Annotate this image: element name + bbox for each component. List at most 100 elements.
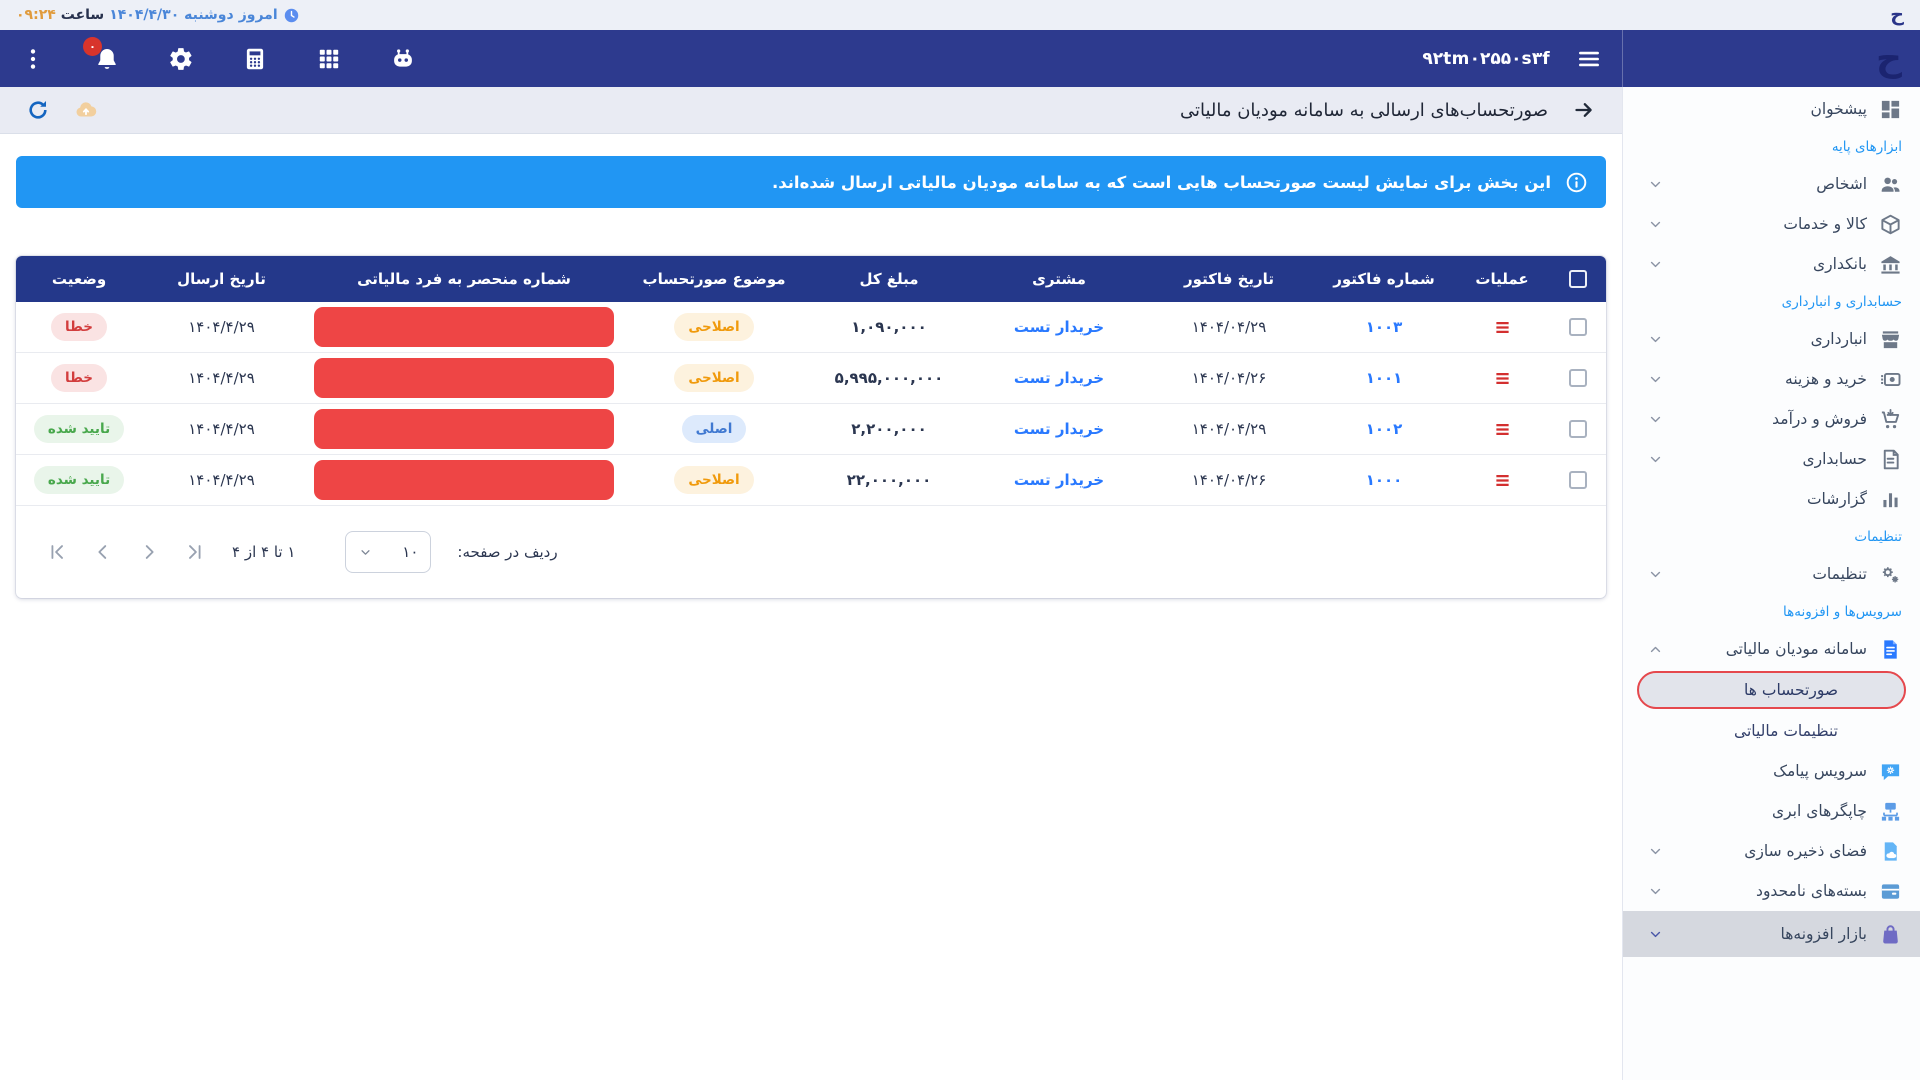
row-actions-menu-icon[interactable]: [1492, 470, 1513, 491]
last-page-button[interactable]: [184, 541, 206, 563]
notifications-button[interactable]: ۰: [83, 36, 124, 76]
next-page-button[interactable]: [138, 541, 160, 563]
total-amount: ۲۲,۰۰۰,۰۰۰: [846, 471, 932, 489]
sidebar-item[interactable]: گزارشات: [1623, 479, 1920, 519]
row-checkbox[interactable]: [1569, 369, 1587, 387]
table-row: ۱۰۰۲ ۱۴۰۴/۰۴/۲۹ خریدار تست ۲,۲۰۰,۰۰۰ اصلی ۱۴۰…: [16, 404, 1606, 455]
sidebar-item[interactable]: چاپگرهای ابری: [1623, 791, 1920, 831]
invoice-number-link[interactable]: ۱۰۰۳: [1365, 318, 1403, 336]
current-datetime: امروز دوشنبه ۱۴۰۴/۴/۳۰ ساعت ۰۹:۲۴: [16, 7, 300, 24]
sidebar-item[interactable]: تنظیمات: [1623, 554, 1920, 594]
dashboard-icon: [1879, 98, 1902, 121]
previous-page-button[interactable]: [92, 541, 114, 563]
sidebar-item-label: سامانه مودیان مالیاتی: [1725, 640, 1867, 658]
send-date: ۱۴۰۴/۴/۲۹: [188, 471, 255, 489]
cart-icon: [1879, 408, 1902, 431]
invoice-subject-badge: اصلی: [681, 414, 747, 444]
refresh-icon[interactable]: [26, 98, 50, 122]
invoice-number-link[interactable]: ۱۰۰۲: [1365, 420, 1403, 438]
invoice-subject-badge: اصلاحی: [674, 312, 754, 342]
row-checkbox[interactable]: [1569, 471, 1587, 489]
assistant-button[interactable]: [386, 42, 420, 76]
invoice-number-link[interactable]: ۱۰۰۰: [1365, 471, 1403, 489]
row-actions-menu-icon[interactable]: [1492, 419, 1513, 440]
sidebar-subitem[interactable]: تنظیمات مالیاتی: [1623, 711, 1920, 751]
sidebar-item[interactable]: فروش و درآمد: [1623, 399, 1920, 439]
cloud-file-icon: [1879, 840, 1902, 863]
more-options-button[interactable]: [16, 42, 50, 76]
sidebar-subitem[interactable]: صورتحساب ها: [1637, 671, 1906, 709]
sidebar-item-label: خرید و هزینه: [1785, 370, 1867, 388]
column-header: مشتری: [1032, 270, 1086, 288]
row-checkbox[interactable]: [1569, 420, 1587, 438]
first-page-button[interactable]: [46, 541, 68, 563]
box-icon: [1879, 213, 1902, 236]
status-badge: خطا: [51, 312, 107, 342]
tax-doc-icon: [1879, 638, 1902, 661]
sidebar-item-label: حسابداری: [1802, 450, 1867, 468]
sidebar-item[interactable]: خرید و هزینه: [1623, 359, 1920, 399]
column-header: تاریخ ارسال: [177, 270, 266, 288]
sidebar-item[interactable]: اشخاص: [1623, 164, 1920, 204]
table-row: ۱۰۰۰ ۱۴۰۴/۰۴/۲۶ خریدار تست ۲۲,۰۰۰,۰۰۰ اصلاحی…: [16, 455, 1606, 506]
settings-button[interactable]: [164, 42, 198, 76]
dots-vertical-icon: [20, 46, 46, 72]
navbar-icon-group: ۰: [16, 36, 426, 76]
brand-logo: ح: [1876, 37, 1902, 79]
page-header-bar: صورتحساب‌های ارسالی به سامانه مودیان مال…: [0, 87, 1622, 134]
sidebar-item[interactable]: پیشخوان: [1623, 89, 1920, 129]
info-icon: [1565, 171, 1588, 194]
select-all-checkbox[interactable]: [1569, 270, 1587, 288]
current-time: ۰۹:۲۴: [16, 7, 56, 23]
notification-badge: ۰: [83, 36, 102, 56]
calculator-button[interactable]: [238, 42, 272, 76]
sidebar-item[interactable]: بازار افزونه‌ها: [1623, 911, 1920, 957]
sidebar-item-label: سرویس پیامک: [1773, 762, 1867, 780]
customer-link[interactable]: خریدار تست: [1013, 318, 1105, 336]
sidebar-item[interactable]: سرویس پیامک: [1623, 751, 1920, 791]
invoice-subject-badge: اصلاحی: [674, 363, 754, 393]
info-banner-text: این بخش برای نمایش لیست صورتحساب هایی اس…: [771, 172, 1551, 192]
total-amount: ۲,۲۰۰,۰۰۰: [851, 420, 927, 438]
row-checkbox[interactable]: [1569, 318, 1587, 336]
brand-logo-small: ح: [1890, 3, 1904, 26]
apps-button[interactable]: [312, 42, 346, 76]
sidebar-item-label: فضای ذخیره سازی: [1744, 842, 1867, 860]
rows-per-page-select[interactable]: ۱۰: [345, 531, 432, 573]
back-arrow-icon[interactable]: [1572, 98, 1596, 122]
sidebar-item[interactable]: حسابداری: [1623, 439, 1920, 479]
sidebar-item-label: پیشخوان: [1810, 100, 1867, 118]
sidebar-item[interactable]: فضای ذخیره سازی: [1623, 831, 1920, 871]
chevron-down-icon: [1647, 371, 1664, 388]
customer-link[interactable]: خریدار تست: [1013, 471, 1105, 489]
gear-icon: [168, 46, 194, 72]
sidebar-item[interactable]: بانکداری: [1623, 244, 1920, 284]
sidebar-item[interactable]: بسته‌های نامحدود: [1623, 871, 1920, 911]
tax-uid-redacted-block: [314, 358, 614, 398]
rows-per-page-value: ۱۰: [402, 543, 419, 561]
invoice-number-link[interactable]: ۱۰۰۱: [1365, 369, 1403, 387]
sidebar-item[interactable]: انبارداری: [1623, 319, 1920, 359]
workspace-id[interactable]: ۹۲tm۰۲۵۵۰s۳f: [1422, 48, 1550, 69]
table-row: ۱۰۰۱ ۱۴۰۴/۰۴/۲۶ خریدار تست ۵,۹۹۵,۰۰۰,۰۰۰ اصل…: [16, 353, 1606, 404]
top-utility-bar: ح امروز دوشنبه ۱۴۰۴/۴/۳۰ ساعت ۰۹:۲۴: [0, 0, 1920, 30]
row-actions-menu-icon[interactable]: [1492, 317, 1513, 338]
clock-icon: [283, 7, 300, 24]
customer-link[interactable]: خریدار تست: [1013, 369, 1105, 387]
row-actions-menu-icon[interactable]: [1492, 368, 1513, 389]
sms-icon: [1879, 760, 1902, 783]
invoice-subject-badge: اصلاحی: [674, 465, 754, 495]
chevron-down-icon: [358, 545, 373, 560]
invoice-date: ۱۴۰۴/۰۴/۲۶: [1191, 369, 1267, 387]
customer-link[interactable]: خریدار تست: [1013, 420, 1105, 438]
calculator-icon: [242, 46, 268, 72]
status-badge: تایید شده: [33, 414, 125, 444]
sidebar-item[interactable]: سامانه مودیان مالیاتی: [1623, 629, 1920, 669]
chevron-down-icon: [1647, 843, 1664, 860]
sidebar-item[interactable]: کالا و خدمات: [1623, 204, 1920, 244]
sidebar-toggle-button[interactable]: [1572, 42, 1606, 76]
gears-icon: [1879, 563, 1902, 586]
cloud-upload-icon[interactable]: [74, 98, 98, 122]
pagination-range: ۱ تا ۴ از ۴: [232, 543, 296, 561]
invoice-date: ۱۴۰۴/۰۴/۲۹: [1191, 420, 1267, 438]
